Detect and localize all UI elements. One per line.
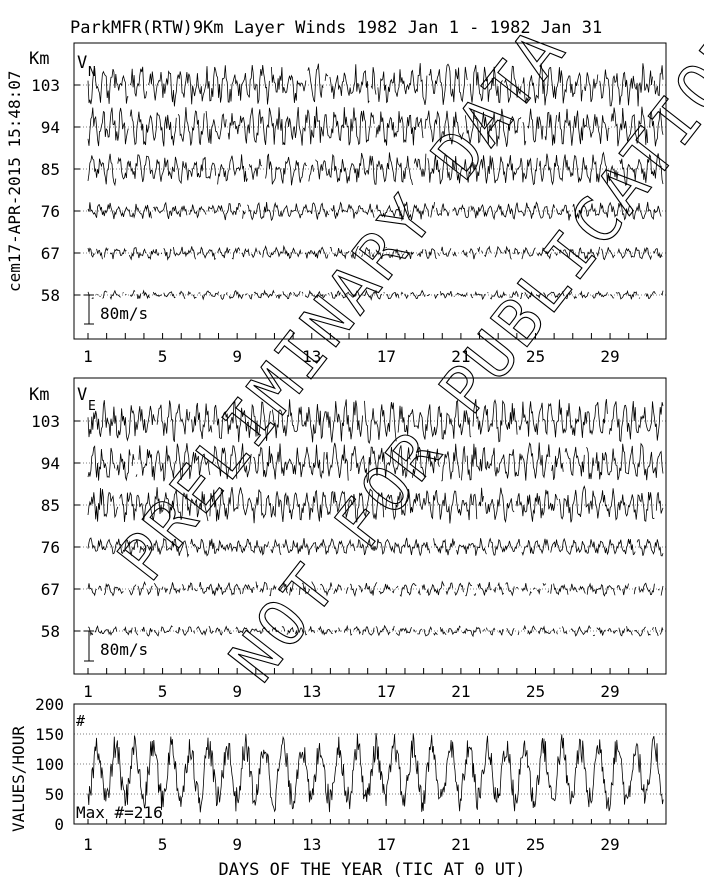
x-tick-label: 5: [158, 347, 168, 366]
y-tick-label: 76: [41, 538, 60, 557]
panel-north: Km V N 103 94 85 76 67 58 1 5 9 13 17 21 25 29 80m/s: [29, 42, 667, 366]
x-tick-label: 29: [600, 835, 619, 854]
panel-north-scale-label: 80m/s: [100, 304, 148, 323]
trace-67km: [87, 580, 664, 598]
y-tick-label: 67: [41, 580, 60, 599]
y-tick-label: 100: [35, 755, 64, 774]
y-tick-label: 103: [31, 412, 60, 431]
y-tick-label: 94: [41, 118, 60, 137]
x-tick-label: 13: [302, 347, 321, 366]
x-tick-label: 25: [526, 682, 545, 701]
trace-67km: [87, 244, 663, 261]
x-tick-label: 13: [302, 682, 321, 701]
trace-58km: [87, 624, 664, 638]
trace-94km: [87, 106, 664, 147]
y-tick-label: 94: [41, 454, 60, 473]
panel-east-scale-label: 80m/s: [100, 640, 148, 659]
y-tick-label: 76: [41, 202, 60, 221]
x-tick-label: 13: [302, 835, 321, 854]
panel-count-max-label: Max #=216: [76, 803, 163, 822]
panel-east-frame: [73, 377, 667, 675]
panel-north-frame: [73, 42, 667, 340]
x-tick-label: 17: [377, 682, 396, 701]
y-tick-label: 150: [35, 725, 64, 744]
trace-76km: [87, 537, 664, 558]
y-tick-label: 50: [45, 785, 64, 804]
x-tick-label: 9: [232, 682, 242, 701]
x-tick-label: 17: [377, 835, 396, 854]
x-tick-label: 9: [232, 347, 242, 366]
x-tick-label: 21: [451, 835, 470, 854]
x-tick-label: 9: [232, 835, 242, 854]
y-tick-label: 85: [41, 160, 60, 179]
x-tick-label: 1: [83, 835, 93, 854]
y-tick-label: 200: [35, 695, 64, 714]
x-tick-label: 5: [158, 682, 168, 701]
x-tick-label: 21: [451, 682, 470, 701]
panel-east-component-label: V: [77, 385, 87, 405]
y-tick-label: 103: [31, 76, 60, 95]
panel-east-unit-label: Km: [29, 385, 49, 405]
y-tick-label: 67: [41, 244, 60, 263]
x-tick-label: 29: [600, 682, 619, 701]
x-tick-label: 1: [83, 347, 93, 366]
x-tick-label: 25: [526, 835, 545, 854]
trace-94km: [87, 442, 664, 483]
chart-title: ParkMFR(RTW)9Km Layer Winds 1982 Jan 1 -…: [70, 18, 602, 38]
y-tick-label: 0: [54, 815, 64, 834]
trace-85km: [87, 485, 664, 524]
x-tick-label: 25: [526, 347, 545, 366]
panel-count-marker: #: [76, 712, 85, 730]
panel-north-component-sub: N: [88, 65, 96, 80]
panel-north-unit-label: Km: [29, 49, 49, 69]
y-tick-label: 58: [41, 622, 60, 641]
x-axis-label: DAYS OF THE YEAR (TIC AT 0 UT): [218, 860, 525, 877]
panel-north-component-label: V: [77, 53, 87, 73]
y-tick-label: 85: [41, 496, 60, 515]
panel-east: Km V E 103 94 85 76 67 58 1 5 9 13 17 21 25 29 80m/s: [29, 377, 667, 701]
x-tick-label: 29: [600, 347, 619, 366]
x-tick-label: 5: [158, 835, 168, 854]
trace-103km: [87, 399, 664, 444]
y-tick-label: 58: [41, 286, 60, 305]
panel-east-component-sub: E: [88, 399, 96, 414]
x-tick-label: 21: [451, 347, 470, 366]
timestamp-stamp: cem17-APR-2015 15:48:07: [5, 70, 24, 292]
trace-values-per-hour: [87, 732, 664, 813]
x-tick-label: 17: [377, 347, 396, 366]
panel-count: VALUES/HOUR # Max #=216 0 50 100 150 200 1 5 9…: [9, 695, 667, 877]
trace-85km: [87, 151, 664, 187]
x-tick-label: 1: [83, 682, 93, 701]
trace-103km: [87, 63, 664, 107]
panel-count-ylabel: VALUES/HOUR: [9, 726, 28, 832]
